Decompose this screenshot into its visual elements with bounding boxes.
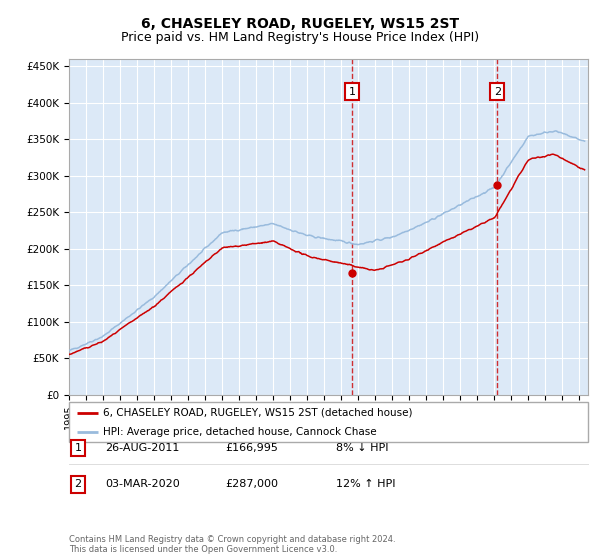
Text: 12% ↑ HPI: 12% ↑ HPI [336,479,395,489]
Text: 26-AUG-2011: 26-AUG-2011 [105,443,179,453]
Text: 03-MAR-2020: 03-MAR-2020 [105,479,180,489]
Text: £287,000: £287,000 [225,479,278,489]
Text: Contains HM Land Registry data © Crown copyright and database right 2024.
This d: Contains HM Land Registry data © Crown c… [69,535,395,554]
Text: 2: 2 [74,479,82,489]
Text: 6, CHASELEY ROAD, RUGELEY, WS15 2ST: 6, CHASELEY ROAD, RUGELEY, WS15 2ST [141,17,459,31]
Text: HPI: Average price, detached house, Cannock Chase: HPI: Average price, detached house, Cann… [103,427,376,436]
Text: 8% ↓ HPI: 8% ↓ HPI [336,443,389,453]
Text: £166,995: £166,995 [225,443,278,453]
Text: Price paid vs. HM Land Registry's House Price Index (HPI): Price paid vs. HM Land Registry's House … [121,31,479,44]
Text: 1: 1 [349,87,356,97]
Text: 2: 2 [494,87,501,97]
Text: 1: 1 [74,443,82,453]
Text: 6, CHASELEY ROAD, RUGELEY, WS15 2ST (detached house): 6, CHASELEY ROAD, RUGELEY, WS15 2ST (det… [103,408,412,418]
